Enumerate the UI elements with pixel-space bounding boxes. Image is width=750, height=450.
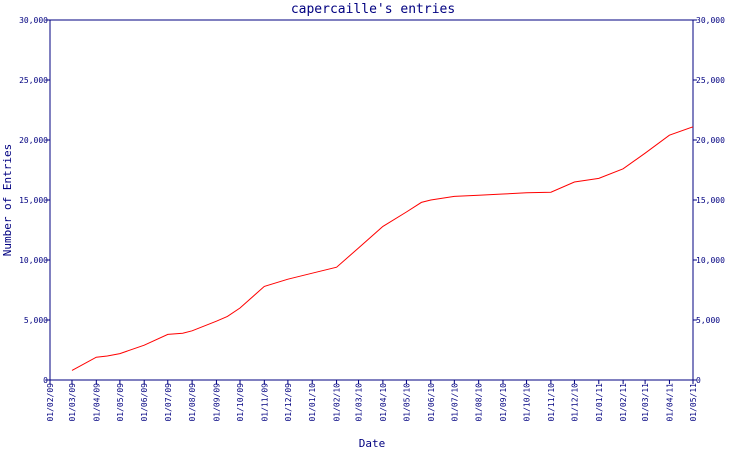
x-tick-label: 01/01/11 — [595, 383, 604, 422]
y-tick-label: 5,000 — [24, 316, 48, 325]
y-tick-label: 10,000 — [19, 256, 48, 265]
y-tick-label-right: 5,000 — [696, 316, 720, 325]
x-tick-label: 01/03/11 — [641, 383, 650, 422]
x-tick-label: 01/12/09 — [284, 383, 293, 422]
x-tick-label: 01/06/10 — [427, 383, 436, 422]
x-axis: 01/02/09 01/03/09 01/04/09 01/05/09 01/06/09… — [46, 380, 698, 422]
x-tick-label: 01/05/09 — [116, 383, 125, 422]
x-tick-label: 01/08/09 — [188, 383, 197, 422]
series-layer — [71, 126, 694, 371]
x-tick-label: 01/01/10 — [308, 383, 317, 422]
x-tick-label: 01/09/09 — [212, 383, 221, 422]
x-tick-label: 01/04/09 — [92, 383, 101, 422]
x-tick-label: 01/10/09 — [236, 383, 245, 422]
left-y-axis: 0 5,000 10,000 15,000 20,000 25,000 30,000 — [19, 16, 50, 385]
right-y-axis: 0 5,000 10,000 15,000 20,000 25,000 30,000 — [693, 16, 725, 385]
x-tick-label: 01/11/09 — [260, 383, 269, 422]
x-tick-label: 01/10/10 — [523, 383, 532, 422]
y-tick-label-right: 0 — [696, 376, 701, 385]
y-tick-label: 25,000 — [19, 76, 48, 85]
y-axis-label: Number of Entries — [1, 144, 14, 257]
y-tick-label-right: 25,000 — [696, 76, 725, 85]
x-tick-label: 01/04/11 — [665, 383, 674, 422]
x-tick-label: 01/02/10 — [333, 383, 342, 422]
y-tick-label: 30,000 — [19, 16, 48, 25]
x-tick-label: 01/02/11 — [619, 383, 628, 422]
y-tick-label-right: 20,000 — [696, 136, 725, 145]
chart-title: capercaille's entries — [291, 2, 455, 17]
y-tick-label-right: 10,000 — [696, 256, 725, 265]
y-tick-label-right: 30,000 — [696, 16, 725, 25]
x-tick-label: 01/07/09 — [164, 383, 173, 422]
x-tick-label: 01/05/11 — [689, 383, 698, 422]
y-tick-label-right: 15,000 — [696, 196, 725, 205]
x-tick-label: 01/05/10 — [402, 383, 411, 422]
x-tick-label: 01/08/10 — [475, 383, 484, 422]
x-tick-label: 01/06/09 — [140, 383, 149, 422]
x-tick-label: 01/03/10 — [355, 383, 364, 422]
x-axis-label: Date — [359, 437, 386, 450]
x-tick-label: 01/09/10 — [499, 383, 508, 422]
x-tick-label: 01/03/09 — [68, 383, 77, 422]
y-tick-label: 15,000 — [19, 196, 48, 205]
entries-series-line — [71, 126, 694, 371]
x-tick-label: 01/07/10 — [450, 383, 459, 422]
x-tick-label: 01/02/09 — [46, 383, 55, 422]
plot-area-frame — [49, 19, 694, 381]
x-tick-label: 01/11/10 — [547, 383, 556, 422]
x-tick-label: 01/04/10 — [379, 383, 388, 422]
x-tick-label: 01/12/10 — [570, 383, 579, 422]
y-tick-label: 20,000 — [19, 136, 48, 145]
y-tick-label: 0 — [43, 376, 48, 385]
